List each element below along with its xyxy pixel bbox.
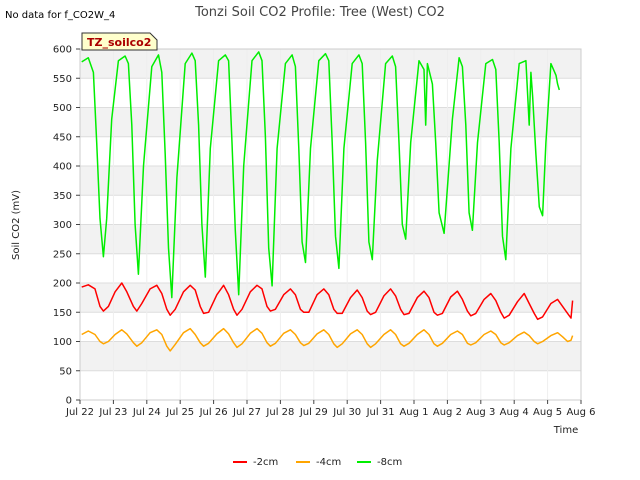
series-lines (81, 51, 574, 352)
x-tick-label: Aug 3 (466, 407, 495, 418)
legend: -2cm -4cm -8cm (233, 457, 402, 468)
x-tick-label: Aug 2 (433, 407, 462, 418)
badge-label: TZ_soilco2 (87, 36, 151, 49)
x-tick-label: Aug 6 (566, 407, 595, 418)
band (80, 341, 581, 371)
y-axis: 0 50 100 150 200 250 300 350 400 450 500 550 600 (53, 45, 80, 407)
band (80, 136, 581, 166)
legend-label: -4cm (316, 457, 341, 468)
legend-label: -8cm (377, 457, 402, 468)
x-tick-label: Aug 1 (399, 407, 428, 418)
series-line-8cm (81, 51, 561, 299)
y-tick-label: 350 (53, 191, 72, 202)
band (80, 166, 581, 196)
plot-background-bands (80, 49, 581, 400)
x-axis: Jul 22 Jul 23 Jul 24 Jul 25 Jul 26 Jul 27 Jul … (65, 400, 596, 418)
chart-title: Tonzi Soil CO2 Profile: Tree (West) CO2 (194, 5, 445, 20)
x-tick-label: Aug 4 (500, 407, 529, 418)
x-tick-label: Jul 24 (132, 407, 161, 418)
y-tick-label: 450 (53, 132, 72, 143)
band (80, 224, 581, 254)
y-tick-label: 100 (53, 337, 72, 348)
y-tick-label: 150 (53, 308, 72, 319)
x-axis-label: Time (553, 425, 578, 436)
x-tick-label: Jul 28 (265, 407, 294, 418)
x-tick-label: Jul 31 (366, 407, 395, 418)
band (80, 49, 581, 79)
x-tick-label: Aug 5 (533, 407, 562, 418)
band (80, 253, 581, 283)
band (80, 195, 581, 225)
x-tick-label: Jul 27 (232, 407, 261, 418)
y-tick-label: 550 (53, 74, 72, 85)
y-axis-label: Soil CO2 (mV) (11, 190, 22, 260)
x-tick-label: Jul 25 (165, 407, 194, 418)
x-tick-label: Jul 26 (199, 407, 228, 418)
y-tick-label: 300 (53, 220, 72, 231)
y-tick-label: 200 (53, 279, 72, 290)
y-tick-label: 500 (53, 103, 72, 114)
site-badge: TZ_soilco2 (81, 32, 158, 51)
band (80, 370, 581, 400)
y-tick-label: 50 (59, 366, 72, 377)
y-tick-label: 400 (53, 162, 72, 173)
no-data-note: No data for f_CO2W_4 (5, 10, 115, 21)
x-tick-label: Jul 23 (98, 407, 127, 418)
legend-label: -2cm (253, 457, 278, 468)
y-tick-label: 600 (53, 45, 72, 56)
y-tick-label: 0 (66, 396, 72, 407)
y-tick-label: 250 (53, 249, 72, 260)
x-tick-label: Jul 30 (332, 407, 361, 418)
series-line-2cm (81, 282, 574, 321)
series-line-4cm (81, 327, 574, 352)
badge-box (81, 32, 158, 51)
x-tick-label: Jul 29 (299, 407, 328, 418)
x-tick-label: Jul 22 (65, 407, 94, 418)
